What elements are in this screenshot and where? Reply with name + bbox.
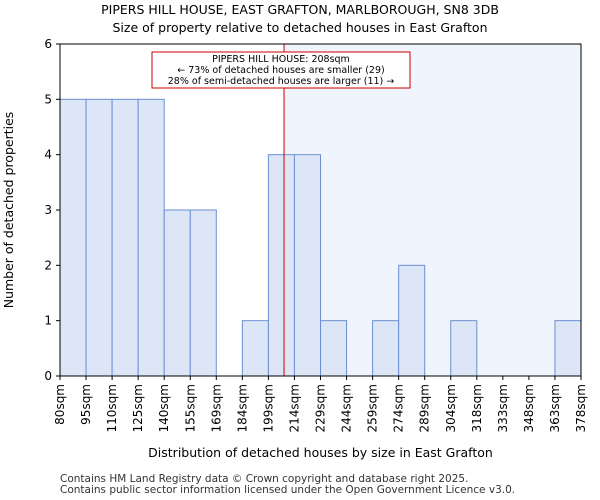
bar-184sqm (241, 320, 269, 377)
bar-140sqm (163, 209, 191, 377)
x-tick-label-110sqm: 110sqm (105, 384, 119, 432)
bar-95sqm (85, 98, 113, 377)
x-tick-label-80sqm: 80sqm (53, 384, 67, 425)
y-tick-label-3: 3 (44, 203, 52, 217)
x-axis-label: Distribution of detached houses by size … (148, 445, 493, 460)
y-tick-label-2: 2 (44, 258, 52, 272)
footer-line-2: Contains public sector information licen… (60, 484, 516, 496)
y-tick-label-5: 5 (44, 92, 52, 106)
bar-199sqm (267, 154, 295, 377)
annotation-frame (151, 51, 411, 89)
bar-214sqm (293, 154, 322, 377)
annotation-line-2: ← 73% of detached houses are smaller (29… (177, 65, 384, 76)
bar-259sqm (372, 320, 400, 377)
x-tick-label-289sqm: 289sqm (418, 384, 432, 432)
bar-274sqm (398, 264, 426, 377)
bar-229sqm (320, 320, 348, 377)
annotation-line-1: PIPERS HILL HOUSE: 208sqm (212, 54, 350, 65)
bar-80sqm (59, 98, 87, 377)
x-tick-label-140sqm: 140sqm (157, 384, 171, 432)
bar-304sqm (450, 320, 478, 377)
x-tick-label-214sqm: 214sqm (287, 384, 301, 432)
x-tick-label-259sqm: 259sqm (366, 384, 380, 432)
bar-363sqm (554, 320, 582, 377)
x-tick-label-155sqm: 155sqm (183, 384, 197, 432)
bar-155sqm (189, 209, 217, 377)
chart-title: PIPERS HILL HOUSE, EAST GRAFTON, MARLBOR… (101, 2, 499, 17)
axes-group: 0 1 2 3 4 5 6 80sqm 95sqm 110sqm 125sqm 140sqm 155sq… (44, 37, 588, 432)
x-tick-label-318sqm: 318sqm (470, 384, 484, 432)
x-tick-label-125sqm: 125sqm (131, 384, 145, 432)
x-tick-label-199sqm: 199sqm (261, 384, 275, 432)
x-tick-label-333sqm: 333sqm (496, 384, 510, 432)
chart-subtitle: Size of property relative to detached ho… (112, 20, 488, 35)
x-tick-label-95sqm: 95sqm (79, 384, 93, 425)
bar-110sqm (111, 98, 139, 377)
x-tick-label-184sqm: 184sqm (235, 384, 249, 432)
x-tick-label-304sqm: 304sqm (444, 384, 458, 432)
footer-line-1: Contains HM Land Registry data © Crown c… (60, 473, 469, 485)
x-tick-label-363sqm: 363sqm (548, 384, 562, 432)
annotation-box: PIPERS HILL HOUSE: 208sqm ← 73% of detac… (151, 51, 411, 89)
bar-125sqm (137, 98, 165, 377)
y-tick-label-4: 4 (44, 148, 52, 162)
x-tick-label-348sqm: 348sqm (522, 384, 536, 432)
x-tick-label-244sqm: 244sqm (340, 384, 354, 432)
y-tick-label-1: 1 (44, 314, 52, 328)
x-tick-label-229sqm: 229sqm (314, 384, 328, 432)
x-tick-label-169sqm: 169sqm (209, 384, 223, 432)
bars-group (59, 98, 582, 377)
y-tick-label-0: 0 (44, 369, 52, 383)
annotation-line-3: 28% of semi-detached houses are larger (… (168, 76, 395, 87)
x-tick-label-274sqm: 274sqm (392, 384, 406, 432)
x-tick-label-378sqm: 378sqm (574, 384, 588, 432)
y-axis-label: Number of detached properties (1, 112, 16, 309)
y-tick-label-6: 6 (44, 37, 52, 51)
